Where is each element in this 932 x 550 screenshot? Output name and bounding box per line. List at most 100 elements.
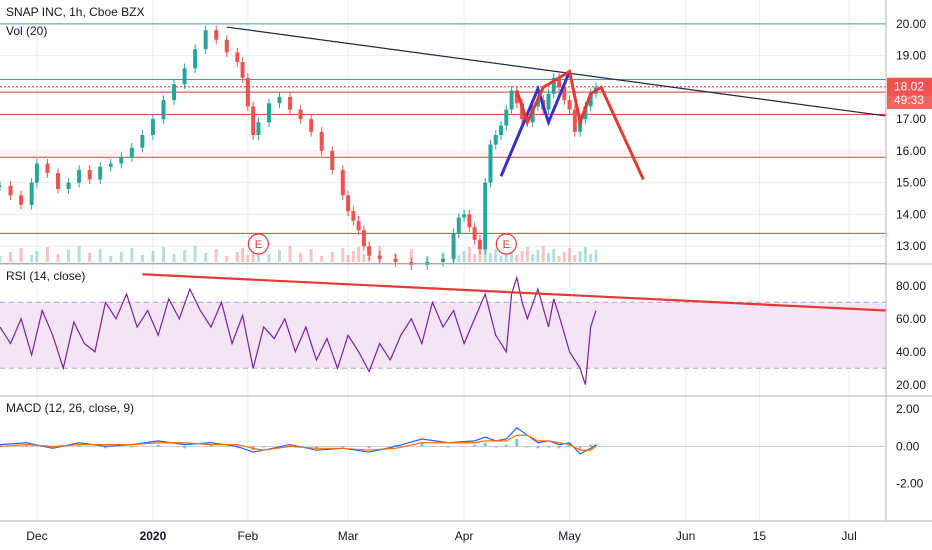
candle-body[interactable] <box>477 239 482 250</box>
candle-body[interactable] <box>245 77 250 107</box>
candle-body[interactable] <box>520 103 525 120</box>
candle-body[interactable] <box>251 106 256 135</box>
candle-body[interactable] <box>19 195 24 205</box>
candle-body[interactable] <box>393 258 398 262</box>
candle-body[interactable] <box>309 119 314 132</box>
blue-pattern-line[interactable] <box>499 70 571 177</box>
rsi-layer[interactable] <box>0 273 887 385</box>
candle-body[interactable] <box>330 150 335 170</box>
candle-body[interactable] <box>66 182 71 189</box>
price-trendline[interactable] <box>226 26 887 117</box>
candle-body[interactable] <box>8 185 13 196</box>
red-pattern-line[interactable] <box>515 69 645 181</box>
candle-body[interactable] <box>340 169 345 196</box>
candle-body[interactable] <box>451 233 456 259</box>
volume-bar <box>88 253 92 262</box>
macd-histogram-bar <box>420 442 424 447</box>
rsi-tick-label: 40.00 <box>896 345 926 359</box>
candle-body[interactable] <box>377 255 382 259</box>
candle-body[interactable] <box>361 230 366 247</box>
candle-body[interactable] <box>140 135 145 148</box>
rsi-tick-label: 80.00 <box>896 279 926 293</box>
volume-bar <box>235 252 239 262</box>
candle-body[interactable] <box>29 182 34 205</box>
volume-bar <box>520 251 524 262</box>
volume-bar <box>299 253 303 262</box>
candle-body[interactable] <box>98 166 103 180</box>
candle-body[interactable] <box>483 182 488 250</box>
candle-body[interactable] <box>509 90 514 110</box>
candle-body[interactable] <box>351 211 356 221</box>
candle-body[interactable] <box>129 147 134 158</box>
candle-body[interactable] <box>356 220 361 231</box>
candle-body[interactable] <box>298 109 303 120</box>
rsi-line[interactable] <box>0 275 597 385</box>
volume-bar <box>478 250 482 262</box>
volume-bar <box>504 252 508 262</box>
candle-body[interactable] <box>467 214 472 228</box>
candle-body[interactable] <box>266 103 271 123</box>
candle-body[interactable] <box>488 144 493 183</box>
candle-body[interactable] <box>182 68 187 85</box>
candle-body[interactable] <box>150 119 155 135</box>
candle-body[interactable] <box>588 93 593 107</box>
candle-body[interactable] <box>288 96 293 110</box>
candle-body[interactable] <box>193 49 198 69</box>
candle-body[interactable] <box>346 195 351 212</box>
volume-bar <box>309 249 313 262</box>
candle-body[interactable] <box>224 39 229 53</box>
volume-bar <box>30 255 34 262</box>
volume-bar <box>494 249 498 262</box>
candle-body[interactable] <box>499 125 504 135</box>
candle-body[interactable] <box>530 106 535 123</box>
candle-body[interactable] <box>456 217 461 234</box>
candle-body[interactable] <box>462 214 467 218</box>
candle-body[interactable] <box>172 84 177 101</box>
earnings-marker[interactable] <box>495 233 517 255</box>
macd-histogram-bar <box>525 446 529 448</box>
candle-body[interactable] <box>572 109 577 132</box>
candle-body[interactable] <box>472 227 477 240</box>
rsi-trendline[interactable] <box>142 273 887 312</box>
candle-body[interactable] <box>551 77 556 94</box>
candle-body[interactable] <box>583 106 588 120</box>
macd-layer[interactable] <box>0 427 886 455</box>
candle-body[interactable] <box>535 100 540 107</box>
candle-body[interactable] <box>45 163 50 174</box>
candle-body[interactable] <box>214 30 219 40</box>
candle-body[interactable] <box>567 100 572 110</box>
candle-body[interactable] <box>34 163 39 183</box>
candle-body[interactable] <box>256 122 261 135</box>
candle-body[interactable] <box>514 90 519 104</box>
volume-bar <box>488 253 492 262</box>
price-tick-label: 13.00 <box>896 239 926 253</box>
candle-body[interactable] <box>203 30 208 50</box>
candle-body[interactable] <box>441 258 445 262</box>
candle-body[interactable] <box>367 246 372 256</box>
candle-body[interactable] <box>77 169 82 183</box>
volume-bar <box>562 252 566 262</box>
volume-bar <box>67 250 71 262</box>
earnings-marker[interactable] <box>247 233 270 255</box>
candle-body[interactable] <box>56 173 61 189</box>
price-tick-label: 20.00 <box>896 17 926 31</box>
candle-body[interactable] <box>87 169 92 180</box>
volume-bar <box>251 251 255 262</box>
candle-body[interactable] <box>161 100 166 120</box>
candle-body[interactable] <box>277 96 282 104</box>
macd-signal-line[interactable] <box>0 434 597 451</box>
candle-body[interactable] <box>493 135 498 145</box>
candle-body[interactable] <box>108 163 113 167</box>
candle-body[interactable] <box>119 157 124 164</box>
candle-body[interactable] <box>557 77 562 88</box>
candle-body[interactable] <box>319 131 324 151</box>
candle-body[interactable] <box>240 61 245 78</box>
candle-body[interactable] <box>562 87 567 101</box>
candle-body[interactable] <box>235 52 240 62</box>
candle-body[interactable] <box>0 185 2 187</box>
candle-body[interactable] <box>546 93 551 110</box>
candle-body[interactable] <box>504 109 509 126</box>
